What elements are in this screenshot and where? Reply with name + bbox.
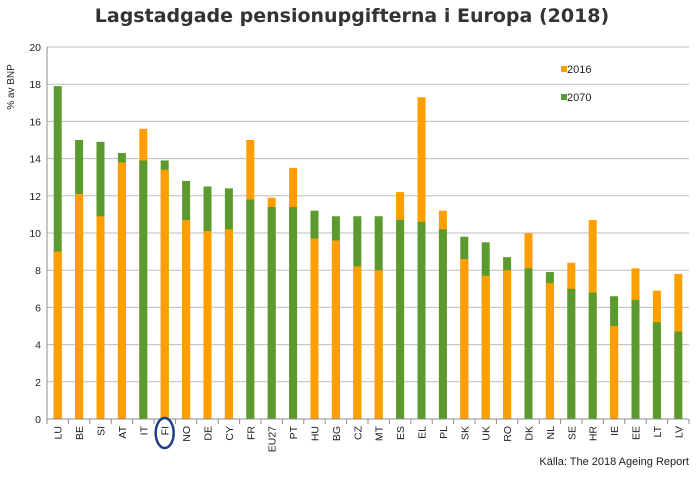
x-tick-label: UK bbox=[481, 426, 493, 441]
bar-2070-lt bbox=[652, 322, 661, 419]
bar-2016-no bbox=[182, 219, 191, 419]
bar-2016-at bbox=[117, 162, 126, 419]
gridlines bbox=[47, 46, 689, 420]
y-tick-label: 12 bbox=[29, 191, 41, 203]
y-tick-label: 6 bbox=[35, 302, 41, 314]
x-tick-label: CY bbox=[224, 426, 236, 441]
x-tick-label: RO bbox=[502, 426, 514, 442]
bar-2016-nl bbox=[545, 283, 554, 419]
legend-label-2070: 2070 bbox=[567, 92, 591, 104]
x-tick-label: LT bbox=[652, 425, 664, 437]
bar-2016-si bbox=[96, 216, 105, 419]
legend-swatch-2016 bbox=[561, 66, 567, 72]
legend: 2016 2070 bbox=[561, 64, 591, 104]
y-tick-label: 8 bbox=[35, 265, 41, 277]
bar-2016-hu bbox=[310, 238, 319, 419]
x-tick-label: EU27 bbox=[267, 426, 279, 452]
y-tick-label: 10 bbox=[29, 228, 41, 240]
x-tick-label: LV bbox=[673, 426, 685, 438]
bar-2070-se bbox=[567, 288, 576, 419]
x-tick-label: BG bbox=[331, 426, 343, 441]
x-tick-label: SK bbox=[459, 426, 471, 440]
bar-2070-it bbox=[139, 160, 148, 419]
y-tick-label: 16 bbox=[29, 116, 41, 128]
x-tick-label: HU bbox=[310, 426, 322, 441]
highlight-circle bbox=[154, 416, 175, 450]
bar-2016-ro bbox=[503, 270, 512, 419]
x-tick-label: MT bbox=[374, 425, 386, 441]
bar-2016-ie bbox=[610, 326, 619, 419]
x-tick-label: DK bbox=[524, 426, 536, 441]
x-tick-label: CZ bbox=[352, 425, 364, 440]
x-tick-label: SI bbox=[96, 426, 108, 436]
y-tick-label: 2 bbox=[35, 377, 41, 389]
y-axis-label: % av BNP bbox=[6, 64, 17, 110]
chart-title: Lagstadgade pensionupgifterna i Europa (… bbox=[95, 5, 609, 27]
x-tick-label: AT bbox=[117, 425, 129, 438]
y-tick-label: 4 bbox=[35, 340, 41, 352]
bar-2070-eu27 bbox=[267, 206, 276, 419]
bars bbox=[53, 86, 683, 420]
y-tick-label: 14 bbox=[29, 154, 41, 166]
bar-2016-fi bbox=[160, 169, 169, 419]
x-tick-label: NO bbox=[181, 426, 193, 442]
bar-2016-lu bbox=[53, 251, 62, 419]
bar-2016-sk bbox=[460, 259, 469, 419]
x-tick-label: FR bbox=[245, 426, 257, 440]
x-tick-label: EL bbox=[417, 426, 429, 439]
bar-2070-el bbox=[417, 221, 426, 419]
bar-2070-fr bbox=[246, 199, 255, 419]
x-tick-label: PT bbox=[288, 425, 300, 439]
y-tick-label: 18 bbox=[29, 79, 41, 91]
axes bbox=[46, 47, 690, 424]
bar-2070-pl bbox=[438, 229, 447, 419]
x-tick-label: BE bbox=[74, 426, 86, 440]
bar-2016-de bbox=[203, 231, 212, 419]
bar-2016-cy bbox=[224, 229, 233, 419]
bar-2016-cz bbox=[353, 266, 362, 419]
y-tick-label: 20 bbox=[29, 42, 41, 54]
bar-2070-dk bbox=[524, 268, 533, 419]
legend-label-2016: 2016 bbox=[567, 64, 591, 76]
bar-2016-mt bbox=[374, 270, 383, 419]
bar-2070-lv bbox=[674, 331, 683, 419]
x-tick-label: HR bbox=[588, 426, 600, 442]
legend-swatch-2070 bbox=[561, 94, 567, 100]
source-note: Källa: The 2018 Ageing Report bbox=[539, 456, 689, 468]
x-tick-label: SE bbox=[566, 426, 578, 440]
bar-2016-be bbox=[75, 193, 84, 419]
x-tick-label: IT bbox=[138, 425, 150, 435]
y-tick-label: 0 bbox=[35, 414, 41, 426]
x-axis-ticks: LU BE SI AT IT FI NO DE CY FR EU27 PT HU BG CZ MT ES EL PL… bbox=[53, 425, 686, 452]
x-tick-label: DE bbox=[203, 426, 215, 441]
bar-2070-hr bbox=[588, 292, 597, 419]
x-tick-label: FI bbox=[160, 426, 172, 435]
bar-2070-es bbox=[396, 219, 405, 419]
bar-2016-bg bbox=[331, 240, 340, 419]
x-tick-label: EE bbox=[631, 426, 643, 440]
bar-2016-uk bbox=[481, 275, 490, 419]
x-tick-label: NL bbox=[545, 426, 557, 440]
y-axis-ticks: 0 2 4 6 8 10 12 14 16 18 20 bbox=[29, 42, 41, 426]
x-tick-label: ES bbox=[395, 426, 407, 440]
x-tick-label: IE bbox=[609, 426, 621, 436]
x-tick-label: PL bbox=[438, 426, 450, 439]
x-tick-label: LU bbox=[53, 426, 65, 439]
bar-2070-ee bbox=[631, 299, 640, 419]
bar-2070-pt bbox=[289, 206, 298, 419]
